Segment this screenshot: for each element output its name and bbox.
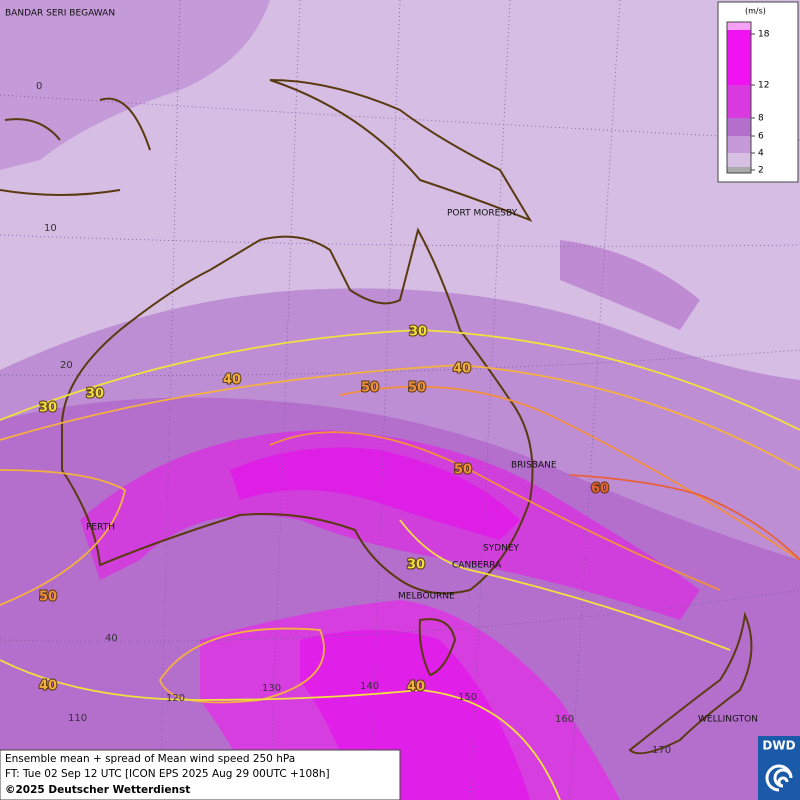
graticule-line [569, 0, 621, 800]
graticule-label: 110 [68, 713, 87, 724]
graticule-line [469, 0, 511, 800]
legend-swatch [727, 153, 751, 167]
legend-swatch [727, 136, 751, 153]
contour-line [339, 385, 800, 561]
legend-bar-frame [726, 21, 752, 174]
contour-line [569, 474, 800, 561]
caption: Ensemble mean + spread of Mean wind spee… [0, 749, 401, 800]
field-band [560, 240, 700, 330]
contour-label: 30 [407, 558, 425, 573]
dwd-logo: DWD [758, 736, 800, 800]
field-band [230, 447, 520, 540]
graticule-label: 160 [555, 714, 574, 725]
contour-line [269, 431, 721, 591]
legend-tick-label: 6 [758, 132, 764, 142]
legend-swatch [727, 118, 751, 136]
graticule-label: 20 [60, 360, 73, 371]
contour-line [0, 469, 127, 606]
contour-label: 50 [361, 381, 379, 396]
caption-line: ©2025 Deutscher Wetterdienst [5, 784, 190, 796]
contour-label: 40 [407, 680, 425, 695]
city-label: WELLINGTON [698, 715, 758, 725]
legend-tick-label: 2 [758, 166, 764, 176]
city-label: CANBERRA [452, 561, 502, 571]
graticule-label: 170 [652, 745, 671, 756]
tasmania [418, 618, 457, 677]
legend-swatch [727, 22, 751, 30]
city-label: MELBOURNE [398, 592, 455, 602]
contour-label: 50 [454, 463, 472, 478]
graticule-label: 120 [166, 693, 185, 704]
contour-label: 30 [39, 401, 57, 416]
contour-line [0, 659, 561, 800]
contour-label: 40 [453, 362, 471, 377]
legend-unit: (m/s) [745, 7, 766, 16]
contour-label: 30 [86, 387, 104, 402]
graticule-label: 0 [36, 81, 42, 92]
graticule-label: 10 [44, 223, 57, 234]
graticule-label: 40 [105, 633, 118, 644]
new-zealand [628, 611, 753, 755]
contour-line [0, 329, 800, 431]
city-label: PERTH [86, 523, 115, 533]
contour-line [0, 364, 800, 471]
legend: (m/s) [717, 1, 799, 183]
legend-swatch [727, 85, 751, 118]
contour-line [399, 519, 731, 651]
australia [60, 227, 534, 595]
legend-tick-label: 18 [758, 30, 770, 40]
contour-label: 40 [223, 373, 241, 388]
contour-label: 40 [39, 679, 57, 694]
contour-label: 50 [408, 381, 426, 396]
graticule-line [269, 0, 301, 800]
caption-line: FT: Tue 02 Sep 12 UTC [ICON EPS 2025 Aug… [5, 768, 330, 780]
city-label: BANDAR SERI BEGAWAN [5, 9, 115, 19]
new-guinea [269, 79, 533, 223]
caption-line: Ensemble mean + spread of Mean wind spee… [5, 753, 295, 765]
islands [0, 97, 151, 196]
legend-tick-label: 12 [758, 81, 769, 91]
city-label: SYDNEY [483, 544, 520, 554]
graticule-line [369, 0, 401, 800]
city-label: BRISBANE [511, 461, 557, 471]
graticule-label: 150 [458, 692, 477, 703]
field-band [0, 0, 270, 170]
caption-box [0, 749, 401, 800]
graticule-line [0, 94, 800, 141]
graticule-label: 130 [262, 683, 281, 694]
legend-swatch [727, 167, 751, 173]
logo-text: DWD [762, 739, 795, 753]
graticule-line [0, 349, 800, 377]
graticule-line [0, 234, 800, 247]
coastlines [0, 79, 753, 755]
contour-label: 50 [39, 590, 57, 605]
city-label: PORT MORESBY [447, 209, 518, 219]
graticule-label: 140 [360, 681, 379, 692]
contour-label: 60 [591, 482, 609, 497]
legend-tick-label: 8 [758, 114, 764, 124]
contours [0, 329, 800, 800]
contour-label: 30 [409, 325, 427, 340]
logo-swirl [765, 764, 793, 792]
legend-tick-label: 4 [758, 149, 764, 159]
graticule-line [0, 589, 800, 642]
contour-line [159, 627, 325, 704]
legend-swatch [727, 30, 751, 85]
